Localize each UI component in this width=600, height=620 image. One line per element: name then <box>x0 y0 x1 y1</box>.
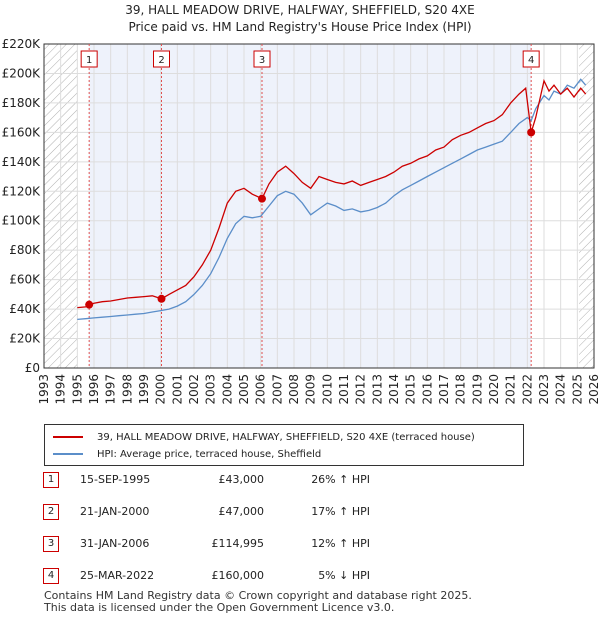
x-tick-label: 2020 <box>487 374 501 405</box>
y-tick-label: £80K <box>9 243 41 257</box>
y-tick-label: £180K <box>2 96 42 110</box>
legend-line-property <box>53 436 83 438</box>
x-tick-label: 2002 <box>187 374 201 405</box>
y-tick-label: £220K <box>2 37 42 51</box>
sale-hpi-change: 26% ↑ HPI <box>311 473 370 486</box>
x-tick-label: 2026 <box>587 374 600 405</box>
x-tick-label: 2015 <box>404 374 418 405</box>
sale-number-badge: 1 <box>43 472 59 488</box>
x-tick-label: 2018 <box>454 374 468 405</box>
x-tick-label: 2007 <box>270 374 284 405</box>
plot-area: £0 £20K £40K £60K £80K £100K £120K £140K £160K £1… <box>2 37 600 405</box>
x-tick-label: 1994 <box>54 374 68 405</box>
legend-line-hpi <box>53 453 83 455</box>
sale-label-number: 4 <box>528 55 534 66</box>
x-tick-label: 2025 <box>570 374 584 405</box>
legend-item-property: 39, HALL MEADOW DRIVE, HALFWAY, SHEFFIEL… <box>53 430 475 444</box>
sale-label-number: 3 <box>259 55 265 66</box>
sale-label-number: 2 <box>158 55 164 66</box>
table-row: 2 21-JAN-2000 £47,000 17% ↑ HPI <box>0 504 600 524</box>
x-tick-label: 2017 <box>437 374 451 405</box>
sale-date: 21-JAN-2000 <box>80 505 150 518</box>
sale-date: 25-MAR-2022 <box>80 569 155 582</box>
x-tick-label: 1993 <box>37 374 51 405</box>
chart-subtitle: Price paid vs. HM Land Registry's House … <box>128 20 471 34</box>
y-tick-label: £0 <box>25 361 40 375</box>
x-tick-label: 1998 <box>120 374 134 405</box>
x-tick-label: 2019 <box>470 374 484 405</box>
y-tick-label: £20K <box>9 332 41 346</box>
footer-licence: This data is licensed under the Open Gov… <box>44 601 395 614</box>
x-tick-label: 2009 <box>304 374 318 405</box>
sale-point <box>157 294 166 303</box>
table-row: 3 31-JAN-2006 £114,995 12% ↑ HPI <box>0 536 600 556</box>
table-row: 4 25-MAR-2022 £160,000 5% ↓ HPI <box>0 568 600 588</box>
legend-item-hpi: HPI: Average price, terraced house, Shef… <box>53 447 321 461</box>
x-tick-label: 2010 <box>320 374 334 405</box>
x-tick-label: 2001 <box>170 374 184 405</box>
x-tick-label: 2004 <box>220 374 234 405</box>
x-tick-label: 1995 <box>70 374 84 405</box>
table-row: 1 15-SEP-1995 £43,000 26% ↑ HPI <box>0 472 600 492</box>
x-tick-label: 2024 <box>554 374 568 405</box>
x-tick-label: 2012 <box>354 374 368 405</box>
sale-point <box>527 128 536 137</box>
y-tick-label: £100K <box>2 214 42 228</box>
sale-point <box>258 194 266 203</box>
x-tick-label: 2021 <box>504 374 518 405</box>
plot-border <box>43 43 595 369</box>
legend-label-hpi: HPI: Average price, terraced house, Shef… <box>97 448 322 460</box>
sale-price: £47,000 <box>218 505 265 518</box>
y-tick-label: £200K <box>2 66 42 80</box>
x-tick-label: 1997 <box>104 374 118 405</box>
x-tick-label: 2006 <box>254 374 268 405</box>
x-tick-label: 2022 <box>520 374 534 405</box>
x-tick-label: 2000 <box>154 374 168 405</box>
y-tick-label: £40K <box>9 302 41 316</box>
x-tick-label: 2005 <box>237 374 251 405</box>
x-tick-label: 1999 <box>137 374 151 405</box>
legend: 39, HALL MEADOW DRIVE, HALFWAY, SHEFFIEL… <box>44 424 524 466</box>
sale-label-number: 1 <box>86 55 92 66</box>
hpi-series-line <box>77 78 587 321</box>
sale-number-badge: 3 <box>43 536 59 552</box>
price-chart: 39, HALL MEADOW DRIVE, HALFWAY, SHEFFIEL… <box>2 3 600 405</box>
footer: Contains HM Land Registry data © Crown c… <box>44 590 472 614</box>
sale-label-box <box>522 50 540 68</box>
sale-hpi-change: 12% ↑ HPI <box>311 537 370 550</box>
legend-label-property: 39, HALL MEADOW DRIVE, HALFWAY, SHEFFIEL… <box>97 431 475 443</box>
x-tick-label: 2014 <box>387 374 401 405</box>
sale-label-box <box>153 50 170 68</box>
sale-hpi-change: 17% ↑ HPI <box>311 505 370 518</box>
sale-price: £114,995 <box>211 537 265 550</box>
y-tick-label: £60K <box>9 273 41 287</box>
sale-date: 15-SEP-1995 <box>80 473 151 486</box>
no-data-hatch <box>579 44 594 368</box>
x-tick-label: 2003 <box>204 374 218 405</box>
sale-price: £160,000 <box>211 569 265 582</box>
sale-label-box <box>253 50 271 68</box>
sale-number-badge: 2 <box>43 504 59 520</box>
x-tick-label: 2011 <box>337 374 351 405</box>
x-tick-label: 2016 <box>420 374 434 405</box>
x-tick-label: 2023 <box>537 374 551 405</box>
sale-number-badge: 4 <box>43 568 59 584</box>
x-tick-label: 2008 <box>287 374 301 405</box>
y-tick-label: £160K <box>2 125 42 139</box>
footer-copyright: Contains HM Land Registry data © Crown c… <box>44 589 472 602</box>
y-tick-label: £140K <box>2 155 42 169</box>
sale-hpi-change: 5% ↓ HPI <box>318 569 370 582</box>
sale-label-box <box>80 50 98 68</box>
sale-price: £43,000 <box>218 473 265 486</box>
y-tick-label: £120K <box>2 184 42 198</box>
x-tick-label: 1996 <box>87 374 101 405</box>
sale-point <box>85 300 94 309</box>
chart-title: 39, HALL MEADOW DRIVE, HALFWAY, SHEFFIEL… <box>125 3 474 17</box>
sale-date: 31-JAN-2006 <box>80 537 150 550</box>
x-tick-label: 2013 <box>370 374 384 405</box>
